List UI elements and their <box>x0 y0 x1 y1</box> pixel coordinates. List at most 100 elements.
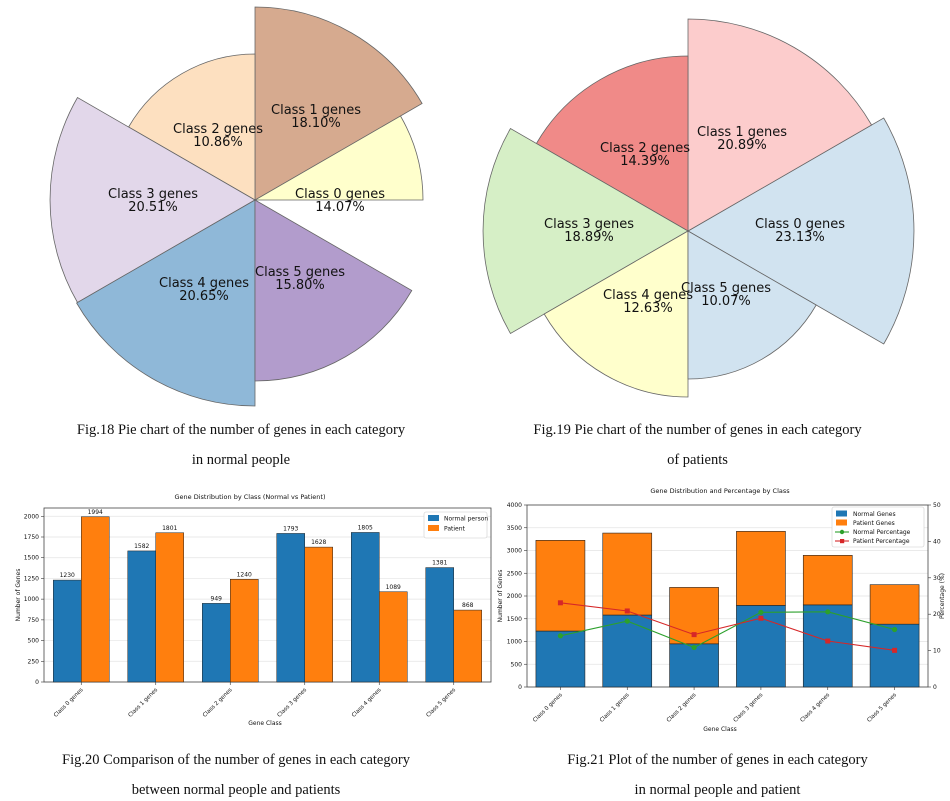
fig19-slice-pct-4: 12.63% <box>623 301 673 316</box>
fig20-xlabel: Gene Class <box>248 720 282 727</box>
fig21-panel: Gene Distribution and Percentage by Clas… <box>490 480 950 740</box>
fig20-legend-label-1: Patient <box>444 526 466 533</box>
fig20-ytick-label-1: 250 <box>28 658 40 665</box>
fig21-legend-box <box>831 506 925 548</box>
fig20-ylabel: Number of Genes <box>15 569 22 622</box>
fig21-ylabel: Number of Genes <box>497 570 504 623</box>
fig21-marker-normal-2 <box>691 644 697 651</box>
fig18-caption-line1: Fig.18 Pie chart of the number of genes … <box>76 422 406 438</box>
fig20-ytick-label-8: 2000 <box>24 513 39 520</box>
fig21-xtick-label-0: Class 0 genes <box>532 692 564 724</box>
fig20-ytick-label-5: 1250 <box>24 575 39 582</box>
fig19-slice-pct-0: 23.13% <box>775 230 825 245</box>
fig19-slice-label-5: Class 5 genes <box>681 281 771 296</box>
fig18-slice-label-4: Class 4 genes <box>159 276 249 291</box>
fig21-marker-normal-1 <box>624 618 630 624</box>
fig19-slice-label-0: Class 0 genes <box>755 217 845 232</box>
fig19-slice-3 <box>482 127 689 335</box>
fig20-ytick-label-4: 1000 <box>24 596 39 603</box>
fig18-slice-label-1: Class 1 genes <box>271 103 361 118</box>
fig21-legend: Normal Genes Patient Genes Normal Percenta… <box>831 506 925 548</box>
fig18-slice-label-0: Class 0 genes <box>295 187 385 202</box>
fig19-caption-line1: Fig.19 Pie chart of the number of genes … <box>533 422 862 438</box>
fig20-bar-normal-0 <box>53 579 82 683</box>
fig18-slice-1 <box>254 6 423 201</box>
fig20-xtick-label-5: Class 5 genes <box>426 687 458 719</box>
fig21-marker-patient-4 <box>825 638 831 644</box>
fig18-slice-pct-5: 15.80% <box>275 278 325 293</box>
fig20-bar-value-patient-1: 1801 <box>162 525 177 532</box>
fig21-ytick-label-1: 500 <box>511 661 523 668</box>
fig21-ytick-label-6: 3000 <box>507 548 522 555</box>
fig21-marker-patient-1 <box>624 608 630 614</box>
fig20-bar-value-normal-3: 1793 <box>283 525 298 532</box>
fig21-combo-chart: Gene Distribution and Percentage by Clas… <box>497 487 946 733</box>
fig21-marker-normal-3 <box>758 609 764 615</box>
fig19-slice-pct-2: 14.39% <box>620 154 670 169</box>
fig19-slice-0 <box>687 117 915 345</box>
fig20-xtick-label-2: Class 2 genes <box>202 687 234 719</box>
fig19-panel: Class 0 genes 23.13% Class 1 genes 20.89% Cl… <box>475 0 950 415</box>
fig21-xtick-label-4: Class 4 genes <box>800 692 832 724</box>
fig21-marker-normal-4 <box>825 609 831 615</box>
fig21-xtick-label-2: Class 2 genes <box>666 692 698 724</box>
fig19-slice-label-1: Class 1 genes <box>697 125 787 140</box>
fig21-bar-normal-2 <box>669 643 719 688</box>
fig21-legend-label-2: Normal Percentage <box>853 529 911 536</box>
fig21-line-normal-pct <box>560 611 895 649</box>
fig21-ytick-label-8: 4000 <box>507 502 522 509</box>
fig21-bar-normal-5 <box>869 623 920 688</box>
fig20-bar-normal-4 <box>351 532 380 683</box>
fig20-bar-value-normal-1: 1582 <box>134 543 149 550</box>
fig20-legend-swatch-1 <box>428 525 439 531</box>
fig21-legend-swatch-0 <box>836 510 847 517</box>
fig20-xtick-label-3: Class 3 genes <box>277 687 309 719</box>
fig20-legend-label-0: Normal person <box>444 516 488 523</box>
fig21-xtick-label-3: Class 3 genes <box>733 692 765 724</box>
fig20-bar-normal-5 <box>425 567 454 683</box>
fig20-bar-value-normal-5: 1381 <box>432 560 447 567</box>
fig20-bar-value-normal-2: 949 <box>211 595 223 602</box>
fig20-legend-swatch-0 <box>428 515 439 521</box>
fig20-bar-value-patient-0: 1994 <box>88 509 103 516</box>
fig21-y2tick-label-1: 10 <box>933 648 941 655</box>
fig18-slice-label-3: Class 3 genes <box>108 187 198 202</box>
fig18-slice-5 <box>254 199 413 382</box>
fig20-panel: Gene Distribution by Class (Normal vs Pa… <box>0 485 500 740</box>
fig21-marker-patient-5 <box>892 647 898 653</box>
fig20-bar-patient-2 <box>230 579 259 683</box>
fig21-legend-label-1: Patient Genes <box>853 520 895 527</box>
fig20-title: Gene Distribution by Class (Normal vs Pa… <box>174 493 325 501</box>
fig18-slice-pct-2: 10.86% <box>193 135 243 150</box>
fig21-legend-marker-3 <box>840 539 845 544</box>
fig19-slice-label-2: Class 2 genes <box>600 141 690 156</box>
fig20-bar-chart: Gene Distribution by Class (Normal vs Pa… <box>15 493 492 727</box>
fig21-line-patient-pct <box>560 602 895 651</box>
fig19-caption-line2: of patients <box>667 452 728 468</box>
fig18-slice-pct-0: 14.07% <box>315 200 365 215</box>
fig20-ytick-label-6: 1500 <box>24 555 39 562</box>
fig18-slice-4 <box>76 199 256 407</box>
fig18-slice-pct-1: 18.10% <box>291 116 341 131</box>
fig18-caption-line2: in normal people <box>191 452 291 468</box>
fig18-slice-3 <box>49 96 256 304</box>
fig21-caption-line2: in normal people and patient <box>634 782 801 798</box>
fig21-title: Gene Distribution and Percentage by Clas… <box>650 487 790 495</box>
fig19-slice-pct-3: 18.89% <box>564 230 614 245</box>
fig20-bar-patient-1 <box>155 532 184 683</box>
fig20-bar-value-patient-5: 868 <box>462 602 474 609</box>
fig20-ytick-label-0: 0 <box>35 679 39 686</box>
fig21-bar-normal-4 <box>802 604 853 688</box>
fig21-legend-marker-2 <box>839 529 845 535</box>
fig20-bar-value-normal-4: 1805 <box>358 524 373 531</box>
fig21-y2tick-label-3: 30 <box>933 575 941 582</box>
fig20-xtick-label-1: Class 1 genes <box>128 687 160 719</box>
fig19-slice-2 <box>535 55 689 232</box>
fig20-ytick-label-3: 750 <box>28 617 40 624</box>
fig21-xlabel: Gene Class <box>703 726 737 733</box>
fig20-bar-value-patient-2: 1240 <box>237 571 252 578</box>
fig21-ytick-label-2: 1000 <box>507 639 522 646</box>
fig21-ytick-label-3: 1500 <box>507 616 522 623</box>
fig21-marker-normal-5 <box>891 626 898 633</box>
